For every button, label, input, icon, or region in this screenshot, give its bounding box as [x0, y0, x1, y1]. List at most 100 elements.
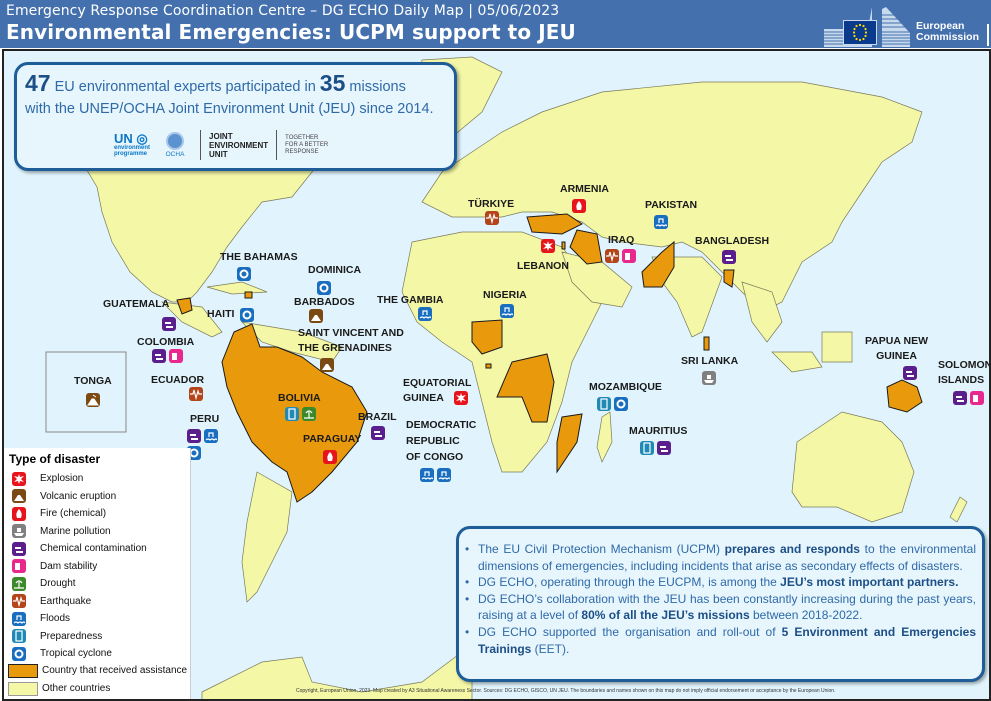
cyclone-icon	[237, 267, 251, 281]
legend-item-preparedness: Preparedness	[12, 628, 102, 645]
label-paraguay: PARAGUAY	[303, 433, 362, 445]
legend-item-dam-stability: Dam stability	[12, 558, 97, 575]
label-nigeria: NIGERIA	[483, 289, 527, 301]
icons-bangladesh	[722, 250, 736, 264]
eu-flag-icon	[843, 20, 877, 45]
icons-tonga	[86, 393, 100, 407]
icons-nigeria	[500, 304, 514, 318]
legend-item-other-countries: Other countries	[8, 680, 110, 697]
logo-separator	[200, 130, 202, 160]
icons-papua-new-guinea	[903, 366, 917, 380]
label-papua-new-guinea: PAPUA NEW GUINEA	[865, 335, 928, 362]
icons-ecuador	[189, 387, 203, 401]
volcano-icon	[12, 489, 26, 503]
icons-dominica	[317, 281, 331, 295]
earthquake-icon	[605, 249, 619, 263]
icons-guatemala	[162, 317, 176, 331]
cyclone-icon	[240, 308, 254, 322]
legend-item-volcanic-eruption: Volcanic eruption	[12, 488, 116, 505]
label-turkiye: TÜRKIYE	[468, 198, 515, 210]
preparedness-icon	[597, 397, 611, 411]
fact-partner: DG ECHO, operating through the EUCPM, is…	[465, 574, 976, 591]
drought-icon	[302, 407, 316, 421]
label-colombia: COLOMBIA	[137, 336, 195, 348]
header-bar: Emergency Response Coordination Centre –…	[0, 0, 991, 48]
explosion-icon	[12, 471, 26, 486]
explosion-icon	[541, 239, 555, 253]
label-iraq: IRAQ	[608, 234, 635, 246]
label-guatemala: GUATEMALA	[103, 298, 170, 310]
icons-sri-lanka	[702, 371, 716, 385]
label-the-gambia: THE GAMBIA	[377, 294, 444, 306]
chemical-icon	[903, 366, 917, 380]
label-barbados: BARBADOS	[294, 296, 355, 308]
drought-icon	[12, 576, 26, 591]
legend-item-fire: Fire (chemical)	[12, 505, 106, 522]
logo-divider	[987, 24, 989, 46]
legend-item-chemical-contamination: Chemical contamination	[12, 540, 147, 557]
label-sri-lanka: SRI LANKA	[681, 355, 739, 367]
legend-item-earthquake: Earthquake	[12, 593, 91, 610]
label-equatorial-guinea: EQUATORIAL GUINEA	[403, 377, 472, 404]
flood-icon	[420, 468, 434, 482]
map-title: Environmental Emergencies: UCPM support …	[6, 20, 576, 44]
fact-collaboration: DG ECHO’s collaboration with the JEU has…	[465, 591, 976, 624]
legend-item-explosion: Explosion	[12, 470, 83, 487]
ec-wordmark: European Commission	[916, 20, 980, 43]
map-subtitle: Emergency Response Coordination Centre –…	[6, 3, 560, 19]
label-bolivia: BOLIVIA	[278, 392, 321, 404]
icons-mauritius	[640, 441, 671, 455]
preparedness-icon	[12, 629, 26, 643]
icons-equatorial-guinea	[454, 391, 468, 405]
jeu-tagline: TOGETHER FOR A BETTER RESPONSE	[285, 134, 329, 155]
label-haiti: HAITI	[207, 308, 235, 320]
icons-barbados	[309, 309, 323, 323]
icons-peru	[187, 429, 227, 460]
cyclone-icon	[12, 646, 26, 661]
label-lebanon: LEBANON	[517, 260, 569, 272]
flood-icon	[12, 611, 26, 626]
chemical-icon	[162, 317, 176, 331]
icons-paraguay	[323, 450, 337, 464]
earthquake-icon	[12, 594, 26, 608]
missions-count: 35	[319, 70, 346, 96]
flood-icon	[418, 307, 432, 321]
fact-ucpm: The EU Civil Protection Mechanism (UCPM)…	[465, 541, 976, 574]
other-country-swatch	[8, 681, 38, 696]
preparedness-icon	[285, 407, 299, 421]
volcano-icon	[320, 358, 334, 372]
icons-pakistan	[654, 215, 668, 229]
icons-haiti	[240, 308, 254, 322]
assisted-country-swatch	[8, 663, 38, 678]
label-drc: DEMOCRATIC REPUBLIC OF CONGO	[406, 419, 477, 463]
chemical-icon	[12, 541, 26, 556]
key-facts-box: The EU Civil Protection Mechanism (UCPM)…	[456, 526, 985, 682]
legend: Type of disaster Explosion Volcanic erup…	[4, 448, 191, 699]
legend-item-floods: Floods	[12, 610, 70, 627]
logo-separator	[276, 130, 278, 160]
legend-item-marine-pollution: Marine pollution	[12, 523, 111, 540]
european-commission-logo: European Commission	[822, 2, 991, 47]
label-brazil: BRAZIL	[358, 411, 397, 423]
flood-icon	[204, 429, 218, 443]
label-tonga: TONGA	[74, 375, 112, 387]
chemical-icon	[371, 426, 385, 440]
label-the-bahamas: THE BAHAMAS	[220, 251, 298, 263]
flood-icon	[654, 215, 668, 229]
icons-solomon-islands	[953, 391, 984, 405]
dam-icon	[970, 391, 984, 405]
preparedness-icon	[640, 441, 654, 455]
copyright-notice: Copyright, European Union, 2023. Map cre…	[296, 688, 836, 694]
partner-logos: UN ◎ environment programme OCHA JOINT EN…	[114, 129, 328, 161]
label-bangladesh: BANGLADESH	[695, 235, 770, 247]
ocha-logo: OCHA	[158, 132, 192, 158]
icons-colombia	[152, 349, 183, 363]
label-mozambique: MOZAMBIQUE	[589, 381, 662, 393]
label-dominica: DOMINICA	[308, 264, 362, 276]
icons-drc	[420, 468, 451, 482]
fire-icon	[12, 506, 26, 521]
earthquake-icon	[189, 387, 203, 401]
legend-item-assisted-country: Country that received assistance	[8, 662, 187, 679]
summary-line-1: 47 EU environmental experts participated…	[25, 70, 406, 96]
dam-icon	[622, 249, 636, 263]
